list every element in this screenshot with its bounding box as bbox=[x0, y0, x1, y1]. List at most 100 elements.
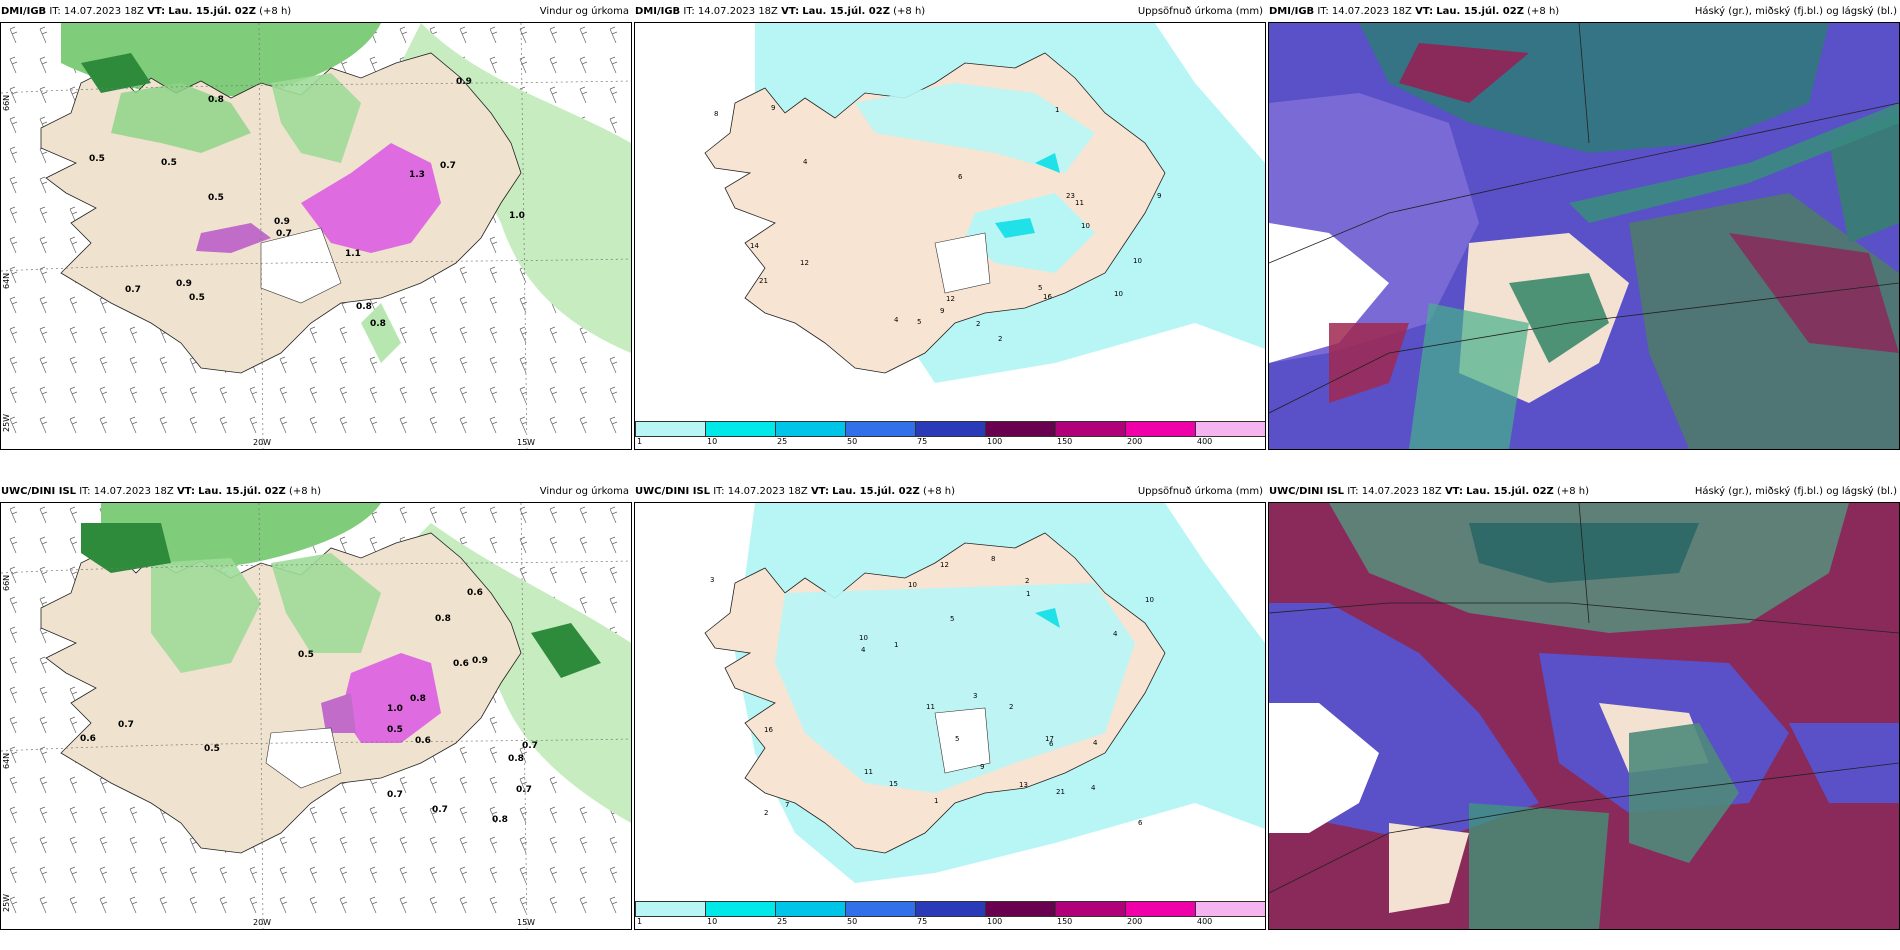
wind-barb bbox=[429, 296, 438, 314]
colorbar-tick: 50 bbox=[847, 917, 858, 926]
wind-barb bbox=[99, 866, 108, 884]
colorbar-tick: 400 bbox=[1197, 917, 1213, 926]
panel-header: DMI/IGB IT: 14.07.2023 18Z VT: Lau. 15.j… bbox=[634, 0, 1266, 22]
map-frame[interactable]: 0.5 0.7 0.6 0.8 0.7 0.8 0.9 0.5 0.7 0.7 0.8 1.0 0.6 0… bbox=[0, 502, 632, 930]
wind-barb bbox=[39, 236, 48, 254]
map-frame[interactable]: 2 4 3 5 10 8 4 2 21 11 6 4 15 12 13 10 17 16 11 10 3 7 1 2 6 1 1 5 4… bbox=[634, 502, 1266, 930]
wind-barb bbox=[69, 236, 78, 254]
wind-barb bbox=[129, 356, 138, 374]
wind-barb bbox=[69, 296, 78, 314]
map-value-label: 1 bbox=[1026, 590, 1030, 598]
colorbar-swatch bbox=[705, 901, 776, 917]
map-value-label: 4 bbox=[1093, 739, 1098, 747]
map-value-label: 2 bbox=[1025, 577, 1029, 585]
wind-barb bbox=[489, 56, 498, 74]
cloud-cover-map[interactable] bbox=[1269, 503, 1899, 929]
map-value-label: 0.7 bbox=[118, 720, 134, 730]
panel-precip-bottom: UWC/DINI ISL IT: 14.07.2023 18Z VT: Lau.… bbox=[634, 480, 1266, 930]
wind-barb bbox=[69, 806, 78, 824]
wind-barb bbox=[429, 326, 438, 344]
colorbar-swatch bbox=[1125, 421, 1196, 437]
panel-header: UWC/DINI ISL IT: 14.07.2023 18Z VT: Lau.… bbox=[0, 480, 632, 502]
wind-barb bbox=[429, 776, 438, 794]
wind-barb bbox=[489, 746, 498, 764]
colorbar-tick: 75 bbox=[917, 917, 928, 926]
wind-barb bbox=[39, 266, 48, 284]
wind-precip-map[interactable]: 0.5 0.7 0.6 0.8 0.7 0.8 0.9 0.5 0.7 0.7 0.8 1.0 0.6 0… bbox=[1, 503, 631, 929]
wind-barb bbox=[429, 386, 438, 404]
model-name: DMI/IGB bbox=[1269, 6, 1315, 17]
wind-precip-map[interactable]: 0.8 0.8 0.9 0.5 0.7 0.8 1.0 0.5 0.7 0.5 0.7 0.5 0.9 1… bbox=[1, 23, 631, 449]
map-value-label: 2 bbox=[976, 320, 980, 328]
wind-barb bbox=[69, 506, 78, 524]
colorbar-swatch bbox=[1195, 421, 1265, 437]
wind-barb bbox=[309, 836, 318, 854]
colorbar-tick: 1 bbox=[637, 437, 643, 446]
map-value-label: 4 bbox=[803, 158, 808, 166]
wind-barb bbox=[489, 836, 498, 854]
wind-barb bbox=[549, 866, 558, 884]
map-value-label: 16 bbox=[1043, 293, 1052, 301]
wind-barb bbox=[9, 836, 18, 854]
map-value-label: 0.5 bbox=[204, 744, 220, 754]
wind-barb bbox=[309, 356, 318, 374]
map-value-label: 0.6 bbox=[453, 659, 469, 669]
map-value-label: 1.0 bbox=[509, 211, 525, 221]
wind-barb bbox=[399, 26, 408, 44]
map-value-label: 0.7 bbox=[440, 161, 456, 171]
wind-barb bbox=[189, 416, 198, 434]
wind-barb bbox=[129, 386, 138, 404]
axis-lon-25: 25W bbox=[2, 414, 11, 432]
colorbar-swatch bbox=[705, 421, 776, 437]
map-value-label: 11 bbox=[864, 768, 873, 776]
panel-wind-bottom: UWC/DINI ISL IT: 14.07.2023 18Z VT: Lau.… bbox=[0, 480, 632, 930]
wind-barb bbox=[549, 326, 558, 344]
wind-barb bbox=[489, 356, 498, 374]
map-value-label: 5 bbox=[955, 735, 959, 743]
map-value-label: 1 bbox=[1055, 106, 1059, 114]
wind-barb bbox=[39, 836, 48, 854]
wind-barb bbox=[9, 536, 18, 554]
wind-barb bbox=[129, 416, 138, 434]
wind-barb bbox=[459, 866, 468, 884]
colorbar-tick: 100 bbox=[987, 437, 1003, 446]
cloud-cover-map[interactable] bbox=[1269, 23, 1899, 449]
wind-barb bbox=[399, 896, 408, 914]
wind-barb bbox=[519, 416, 528, 434]
wind-barb bbox=[609, 386, 618, 404]
map-value-label: 0.5 bbox=[189, 293, 205, 303]
map-frame[interactable] bbox=[1268, 22, 1900, 450]
wind-barb bbox=[489, 506, 498, 524]
wind-barb bbox=[39, 206, 48, 224]
axis-lon-20: 20W bbox=[253, 918, 271, 927]
map-value-label: 10 bbox=[1133, 257, 1142, 265]
wind-barb bbox=[489, 866, 498, 884]
map-value-label: 4 bbox=[1113, 630, 1118, 638]
map-value-label: 0.7 bbox=[125, 285, 141, 295]
wind-barb bbox=[489, 236, 498, 254]
axis-lon-15: 15W bbox=[517, 918, 535, 927]
wind-barb bbox=[159, 896, 168, 914]
valid-time: Lau. 15.júl. 02Z bbox=[168, 6, 256, 17]
panel-clouds-top: DMI/IGB IT: 14.07.2023 18Z VT: Lau. 15.j… bbox=[1268, 0, 1900, 450]
wind-barb bbox=[399, 866, 408, 884]
wind-barb bbox=[9, 116, 18, 134]
map-value-label: 13 bbox=[1019, 781, 1028, 789]
wind-barb bbox=[579, 896, 588, 914]
wind-barb bbox=[39, 416, 48, 434]
map-frame[interactable]: 0.8 0.8 0.9 0.5 0.7 0.8 1.0 0.5 0.7 0.5 0.7 0.5 0.9 1… bbox=[0, 22, 632, 450]
wind-barb bbox=[309, 896, 318, 914]
model-name: UWC/DINI ISL bbox=[1269, 486, 1345, 497]
map-value-label: 0.5 bbox=[298, 650, 314, 660]
wind-barb bbox=[369, 386, 378, 404]
map-value-label: 14 bbox=[750, 242, 759, 250]
map-frame[interactable] bbox=[1268, 502, 1900, 930]
wind-barb bbox=[579, 596, 588, 614]
wind-barb bbox=[579, 806, 588, 824]
wind-barb bbox=[39, 326, 48, 344]
wind-barb bbox=[609, 896, 618, 914]
map-frame[interactable]: 4 12 6 8 9 21 9 14 23 4 12 10 5 2 1 2 5 16 10 11 9 10 1 10 25 50… bbox=[634, 22, 1266, 450]
